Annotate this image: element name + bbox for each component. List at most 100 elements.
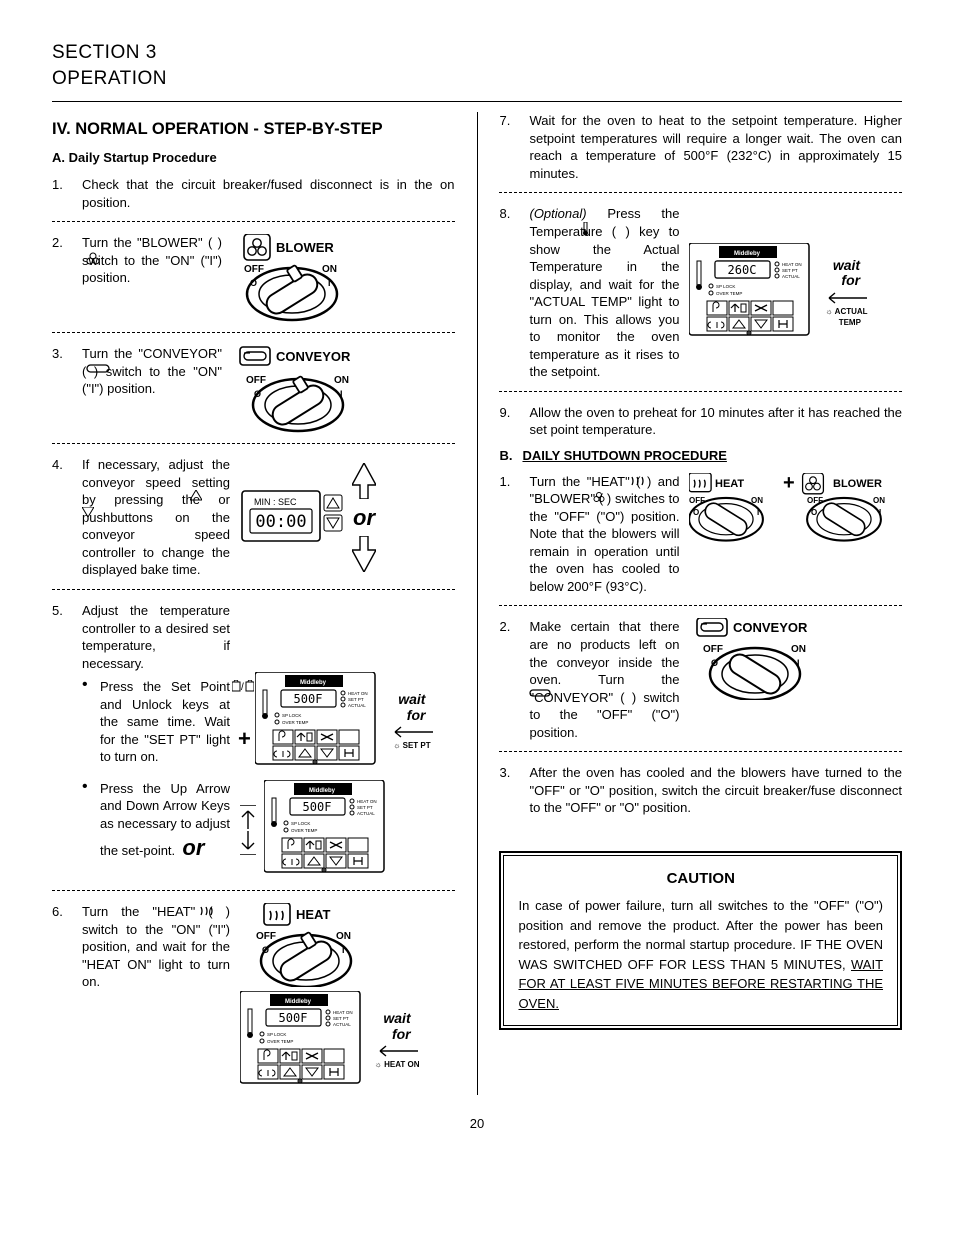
bullet-body: Press the Up Arrow and Down Arrow Keys a… bbox=[100, 780, 230, 862]
step-body: If necessary, adjust the conveyor speed … bbox=[82, 456, 230, 579]
svg-text:OFF: OFF bbox=[703, 644, 723, 655]
svg-text:I: I bbox=[757, 508, 759, 517]
arrow-actual-icon bbox=[823, 289, 869, 307]
svg-text:OFF: OFF bbox=[244, 264, 264, 275]
divider bbox=[52, 589, 455, 590]
svg-text:ON: ON bbox=[322, 264, 337, 275]
setpt-label: SET PT bbox=[403, 741, 431, 750]
step-num: 9. bbox=[499, 404, 519, 439]
arrow-up-icon bbox=[352, 463, 376, 499]
conveyor-icon bbox=[86, 362, 112, 374]
step-body: Turn the "CONVEYOR" ( ) switch to the "O… bbox=[82, 345, 222, 433]
step-num: 1. bbox=[52, 176, 72, 211]
svg-text:OFF: OFF bbox=[246, 375, 266, 386]
step-5: 5. Adjust the temperature controller to … bbox=[52, 602, 455, 880]
blower-label: BLOWER bbox=[276, 240, 334, 255]
conveyor-switch-figure: CONVEYOR OFF ON O I bbox=[232, 345, 380, 433]
svg-text:O: O bbox=[250, 278, 257, 288]
divider bbox=[52, 890, 455, 891]
heading-iv: IV. NORMAL OPERATION - STEP-BY-STEP bbox=[52, 118, 455, 140]
svg-text:O: O bbox=[811, 508, 817, 517]
arrow-setpt-icon bbox=[389, 723, 435, 741]
arrow-down-icon bbox=[352, 536, 376, 572]
divider bbox=[499, 391, 902, 392]
plus-icon: + bbox=[238, 690, 251, 754]
svg-text:O: O bbox=[693, 508, 699, 517]
step-3: 3. Turn the "CONVEYOR" ( ) switch to the… bbox=[52, 345, 455, 433]
divider bbox=[52, 221, 455, 222]
svg-text:+: + bbox=[783, 473, 795, 494]
svg-text:/: / bbox=[241, 682, 244, 692]
svg-text:ON: ON bbox=[336, 931, 351, 942]
subhead-b: B. DAILY SHUTDOWN PROCEDURE bbox=[499, 447, 902, 465]
step-b1: 1. Turn the "HEAT" ( ) and "BLOWER" ( ) … bbox=[499, 473, 902, 596]
divider bbox=[499, 605, 902, 606]
step-6: 6. Turn the "HEAT" ( ) switch to the "ON… bbox=[52, 903, 455, 1091]
heaton-label: HEAT ON bbox=[384, 1060, 419, 1069]
step-9: 9. Allow the oven to preheat for 10 minu… bbox=[499, 404, 902, 439]
triangle-up-icon bbox=[190, 490, 202, 501]
step-num: 3. bbox=[52, 345, 72, 433]
step-num: 5. bbox=[52, 602, 72, 880]
section-label: SECTION 3 bbox=[52, 40, 902, 66]
bullet-body: Press the Set Point and Unlock keys at t… bbox=[100, 678, 230, 766]
step-body: (Optional) Press the Temperature ( ) key… bbox=[529, 205, 679, 380]
thermometer-icon bbox=[581, 222, 591, 236]
page-number: 20 bbox=[52, 1115, 902, 1133]
svg-text:00:00: 00:00 bbox=[255, 512, 306, 532]
divider bbox=[499, 751, 902, 752]
header-underline bbox=[52, 101, 902, 102]
svg-text:CONVEYOR: CONVEYOR bbox=[276, 349, 351, 364]
step-num: 2. bbox=[52, 234, 72, 322]
arrow-heaton-icon bbox=[374, 1042, 420, 1060]
step-body: Check that the circuit breaker/fused dis… bbox=[82, 176, 455, 211]
step-b3: 3. After the oven has cooled and the blo… bbox=[499, 764, 902, 817]
svg-text:BLOWER: BLOWER bbox=[833, 478, 882, 490]
step-body: Turn the "HEAT" ( ) switch to the "ON" (… bbox=[82, 903, 230, 1091]
step-num: 4. bbox=[52, 456, 72, 579]
step-body: Make certain that there are no products … bbox=[529, 618, 679, 741]
operation-label: OPERATION bbox=[52, 66, 902, 92]
step-num: 1. bbox=[499, 473, 519, 596]
heat-blower-switch-figure: HEAT OFF ON O I + BLOWER OFF ON bbox=[689, 473, 899, 596]
step-7: 7. Wait for the oven to heat to the setp… bbox=[499, 112, 902, 182]
svg-text:HEAT: HEAT bbox=[715, 478, 744, 490]
blower-icon bbox=[593, 491, 609, 503]
actual-temp-figure: 260C waitfor ☼ ACTUAL TEMP bbox=[689, 205, 869, 380]
svg-text:O: O bbox=[254, 389, 261, 399]
svg-text:I: I bbox=[879, 508, 881, 517]
step-b2: 2. Make certain that there are no produc… bbox=[499, 618, 902, 741]
bullet-icon: • bbox=[82, 678, 92, 766]
step-body: After the oven has cooled and the blower… bbox=[529, 764, 902, 817]
step-num: 6. bbox=[52, 903, 72, 1091]
caution-box: CAUTION In case of power failure, turn a… bbox=[499, 851, 902, 1031]
left-column: IV. NORMAL OPERATION - STEP-BY-STEP A. D… bbox=[52, 112, 455, 1095]
divider bbox=[52, 332, 455, 333]
step-4: 4. If necessary, adjust the conveyor spe… bbox=[52, 456, 455, 579]
svg-text:MIN : SEC: MIN : SEC bbox=[254, 497, 297, 507]
svg-text:ON: ON bbox=[791, 644, 806, 655]
step-2: 2. Turn the "BLOWER" ( ) switch to the "… bbox=[52, 234, 455, 322]
arrow-down-icon bbox=[238, 831, 258, 855]
svg-text:CONVEYOR: CONVEYOR bbox=[733, 620, 808, 635]
arrow-up-icon bbox=[238, 805, 258, 829]
step-8: 8. (Optional) Press the Temperature ( ) … bbox=[499, 205, 902, 380]
step-body: Allow the oven to preheat for 10 minutes… bbox=[529, 404, 902, 439]
temp-controller-figure bbox=[255, 672, 385, 772]
svg-text:HEAT: HEAT bbox=[296, 907, 330, 922]
svg-text:I: I bbox=[342, 945, 345, 955]
caution-body: In case of power failure, turn all switc… bbox=[518, 898, 883, 972]
svg-text:ON: ON bbox=[334, 375, 349, 386]
bullet-1: • Press the Set Point and Unlock keys at… bbox=[82, 678, 230, 766]
temp-controller-figure bbox=[240, 991, 370, 1091]
triangle-down-icon bbox=[82, 507, 94, 518]
svg-text:260C: 260C bbox=[728, 263, 757, 277]
heat-switch-and-controller: HEAT OFF ON O I waitfor ☼ HEAT ON bbox=[240, 903, 420, 1091]
svg-text:I: I bbox=[797, 658, 800, 668]
svg-text:I: I bbox=[328, 278, 331, 288]
svg-text:ON: ON bbox=[873, 496, 885, 505]
svg-text:O: O bbox=[262, 945, 269, 955]
or-label: or bbox=[353, 503, 375, 533]
step-body: Turn the "BLOWER" ( ) switch to the "ON"… bbox=[82, 234, 222, 322]
step-body: Adjust the temperature controller to a d… bbox=[82, 602, 230, 672]
